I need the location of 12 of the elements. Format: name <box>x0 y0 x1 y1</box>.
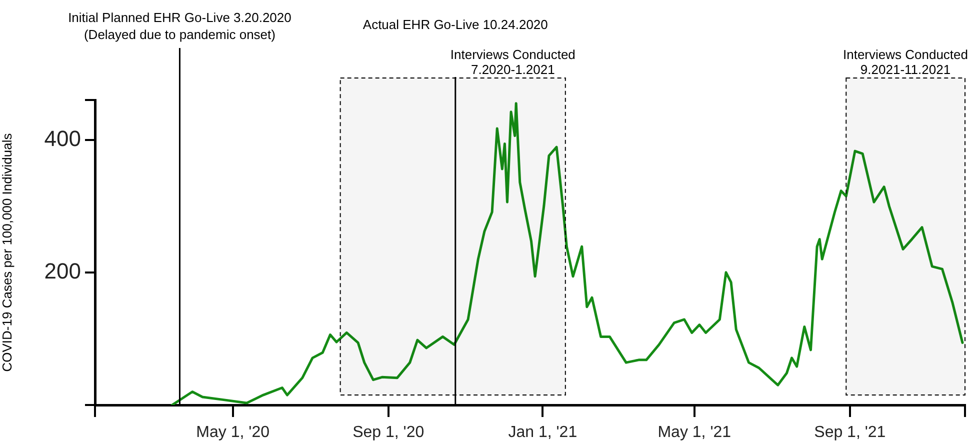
x-tick-label: May 1, '21 <box>658 424 732 442</box>
ref-line-label: Initial Planned EHR Go-Live 3.20.2020 (Delayed due to pandemic onset) <box>68 10 292 42</box>
band-label: Interviews Conducted 7.2020-1.2021 <box>450 47 576 77</box>
x-tick-label: Jan 1, '21 <box>508 424 578 442</box>
y-axis-title: COVID-19 Cases per 100,000 Individuals <box>0 132 14 372</box>
x-tick-label: Sep 1, '20 <box>352 424 424 442</box>
x-tick-label: May 1, '20 <box>196 424 270 442</box>
y-tick-label: 400 <box>44 126 81 151</box>
x-tick-label: Sep 1, '21 <box>814 424 886 442</box>
band-label: Interviews Conducted 9.2021-11.2021 <box>842 47 968 77</box>
ref-line-label: Actual EHR Go-Live 10.24.2020 <box>362 17 548 32</box>
y-tick-label: 200 <box>44 258 81 284</box>
